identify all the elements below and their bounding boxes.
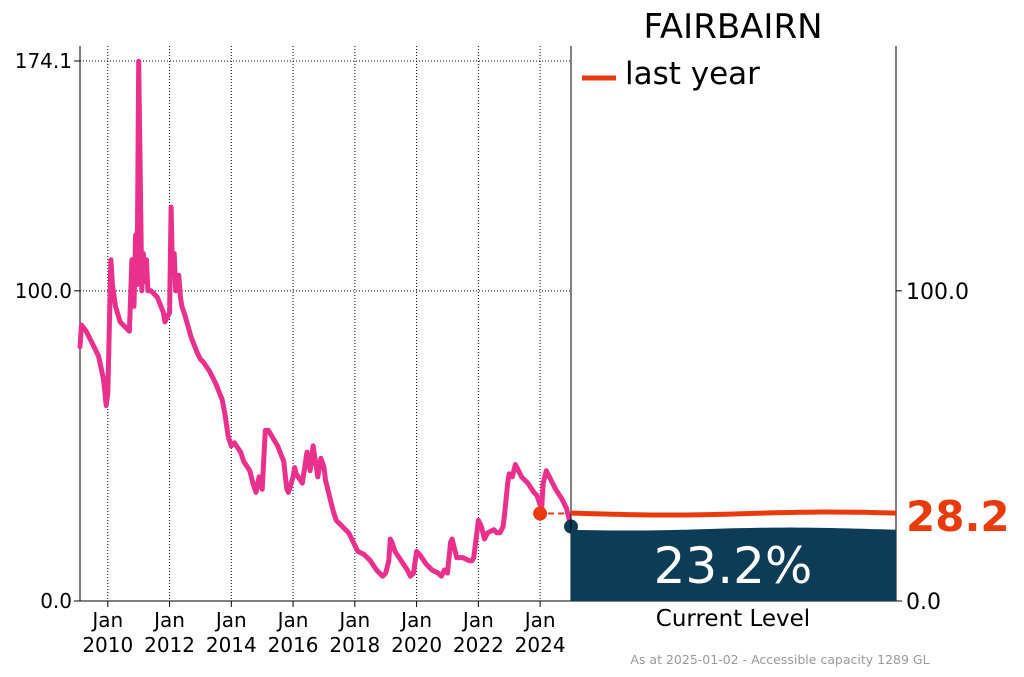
x-tick-label-0-year: 2010 — [82, 633, 133, 657]
series-line-storage — [77, 58, 574, 579]
x-tick-label-1-month: Jan — [152, 608, 185, 632]
chart-title: FAIRBAIRN — [643, 7, 822, 47]
x-tick-label-4-year: 2018 — [329, 633, 380, 657]
y-tick-label-0: 0.0 — [40, 589, 72, 613]
x-tick-label-0-month: Jan — [90, 608, 123, 632]
y-axis-ticks: 0.0 100.0 174.1 — [15, 49, 80, 613]
right-axis-ticks: 0.0 100.0 — [896, 280, 969, 615]
x-tick-label-4-month: Jan — [337, 608, 370, 632]
x-tick-label-2-year: 2014 — [206, 633, 257, 657]
legend-label-last-year: last year — [625, 56, 760, 92]
grid-lines — [80, 46, 571, 601]
right-tick-label-0: 0.0 — [906, 590, 941, 615]
x-tick-label-6-month: Jan — [461, 608, 494, 632]
x-tick-label-5-year: 2020 — [391, 633, 442, 657]
last-year-level-line — [570, 509, 897, 518]
current-level-label: Current Level — [656, 606, 810, 632]
plot-area — [79, 46, 571, 602]
x-tick-label-2-month: Jan — [214, 608, 247, 632]
x-tick-label-3-month: Jan — [276, 608, 309, 632]
x-tick-label-6-year: 2022 — [453, 633, 504, 657]
x-tick-label-7-month: Jan — [523, 608, 556, 632]
legend: last year — [582, 56, 760, 92]
x-tick-label-1-year: 2012 — [144, 633, 195, 657]
x-tick-label-5-month: Jan — [399, 608, 432, 632]
x-axis-ticks: Jan2010Jan2012Jan2014Jan2016Jan2018Jan20… — [82, 601, 566, 657]
last-year-value: 28.2 — [906, 492, 1010, 541]
footnote: As at 2025-01-02 - Accessible capacity 1… — [630, 652, 929, 667]
right-tick-label-1: 100.0 — [906, 280, 969, 305]
x-tick-label-3-year: 2016 — [268, 633, 319, 657]
current-level-percent: 23.2% — [654, 537, 813, 595]
current-level-fill — [571, 527, 896, 601]
last-year-marker — [533, 506, 548, 521]
y-tick-label-2: 174.1 — [15, 49, 72, 73]
y-tick-label-1: 100.0 — [15, 279, 72, 303]
x-tick-label-7-year: 2024 — [515, 633, 566, 657]
current-level-panel: 23.2% Current Level — [570, 46, 897, 632]
